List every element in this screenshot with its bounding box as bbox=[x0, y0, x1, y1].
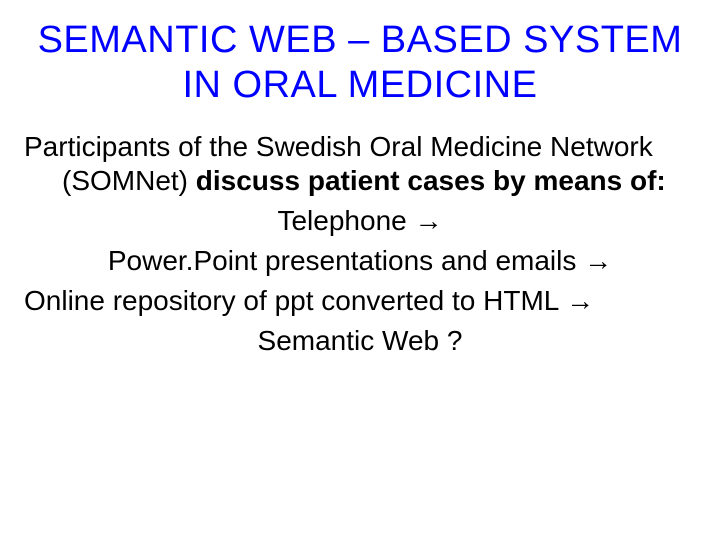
line-semantic-web: Semantic Web ? bbox=[24, 324, 696, 358]
line-powerpoint: Power.Point presentations and emails → bbox=[24, 244, 696, 278]
slide: SEMANTIC WEB – BASED SYSTEM IN ORAL MEDI… bbox=[0, 0, 720, 540]
intro-text-bold: discuss patient cases by means of: bbox=[196, 165, 666, 196]
intro-paragraph: Participants of the Swedish Oral Medicin… bbox=[24, 130, 696, 198]
line-telephone: Telephone → bbox=[24, 204, 696, 238]
slide-body: Participants of the Swedish Oral Medicin… bbox=[24, 130, 696, 359]
slide-title: SEMANTIC WEB – BASED SYSTEM IN ORAL MEDI… bbox=[24, 18, 696, 108]
line-repository: Online repository of ppt converted to HT… bbox=[24, 284, 696, 318]
